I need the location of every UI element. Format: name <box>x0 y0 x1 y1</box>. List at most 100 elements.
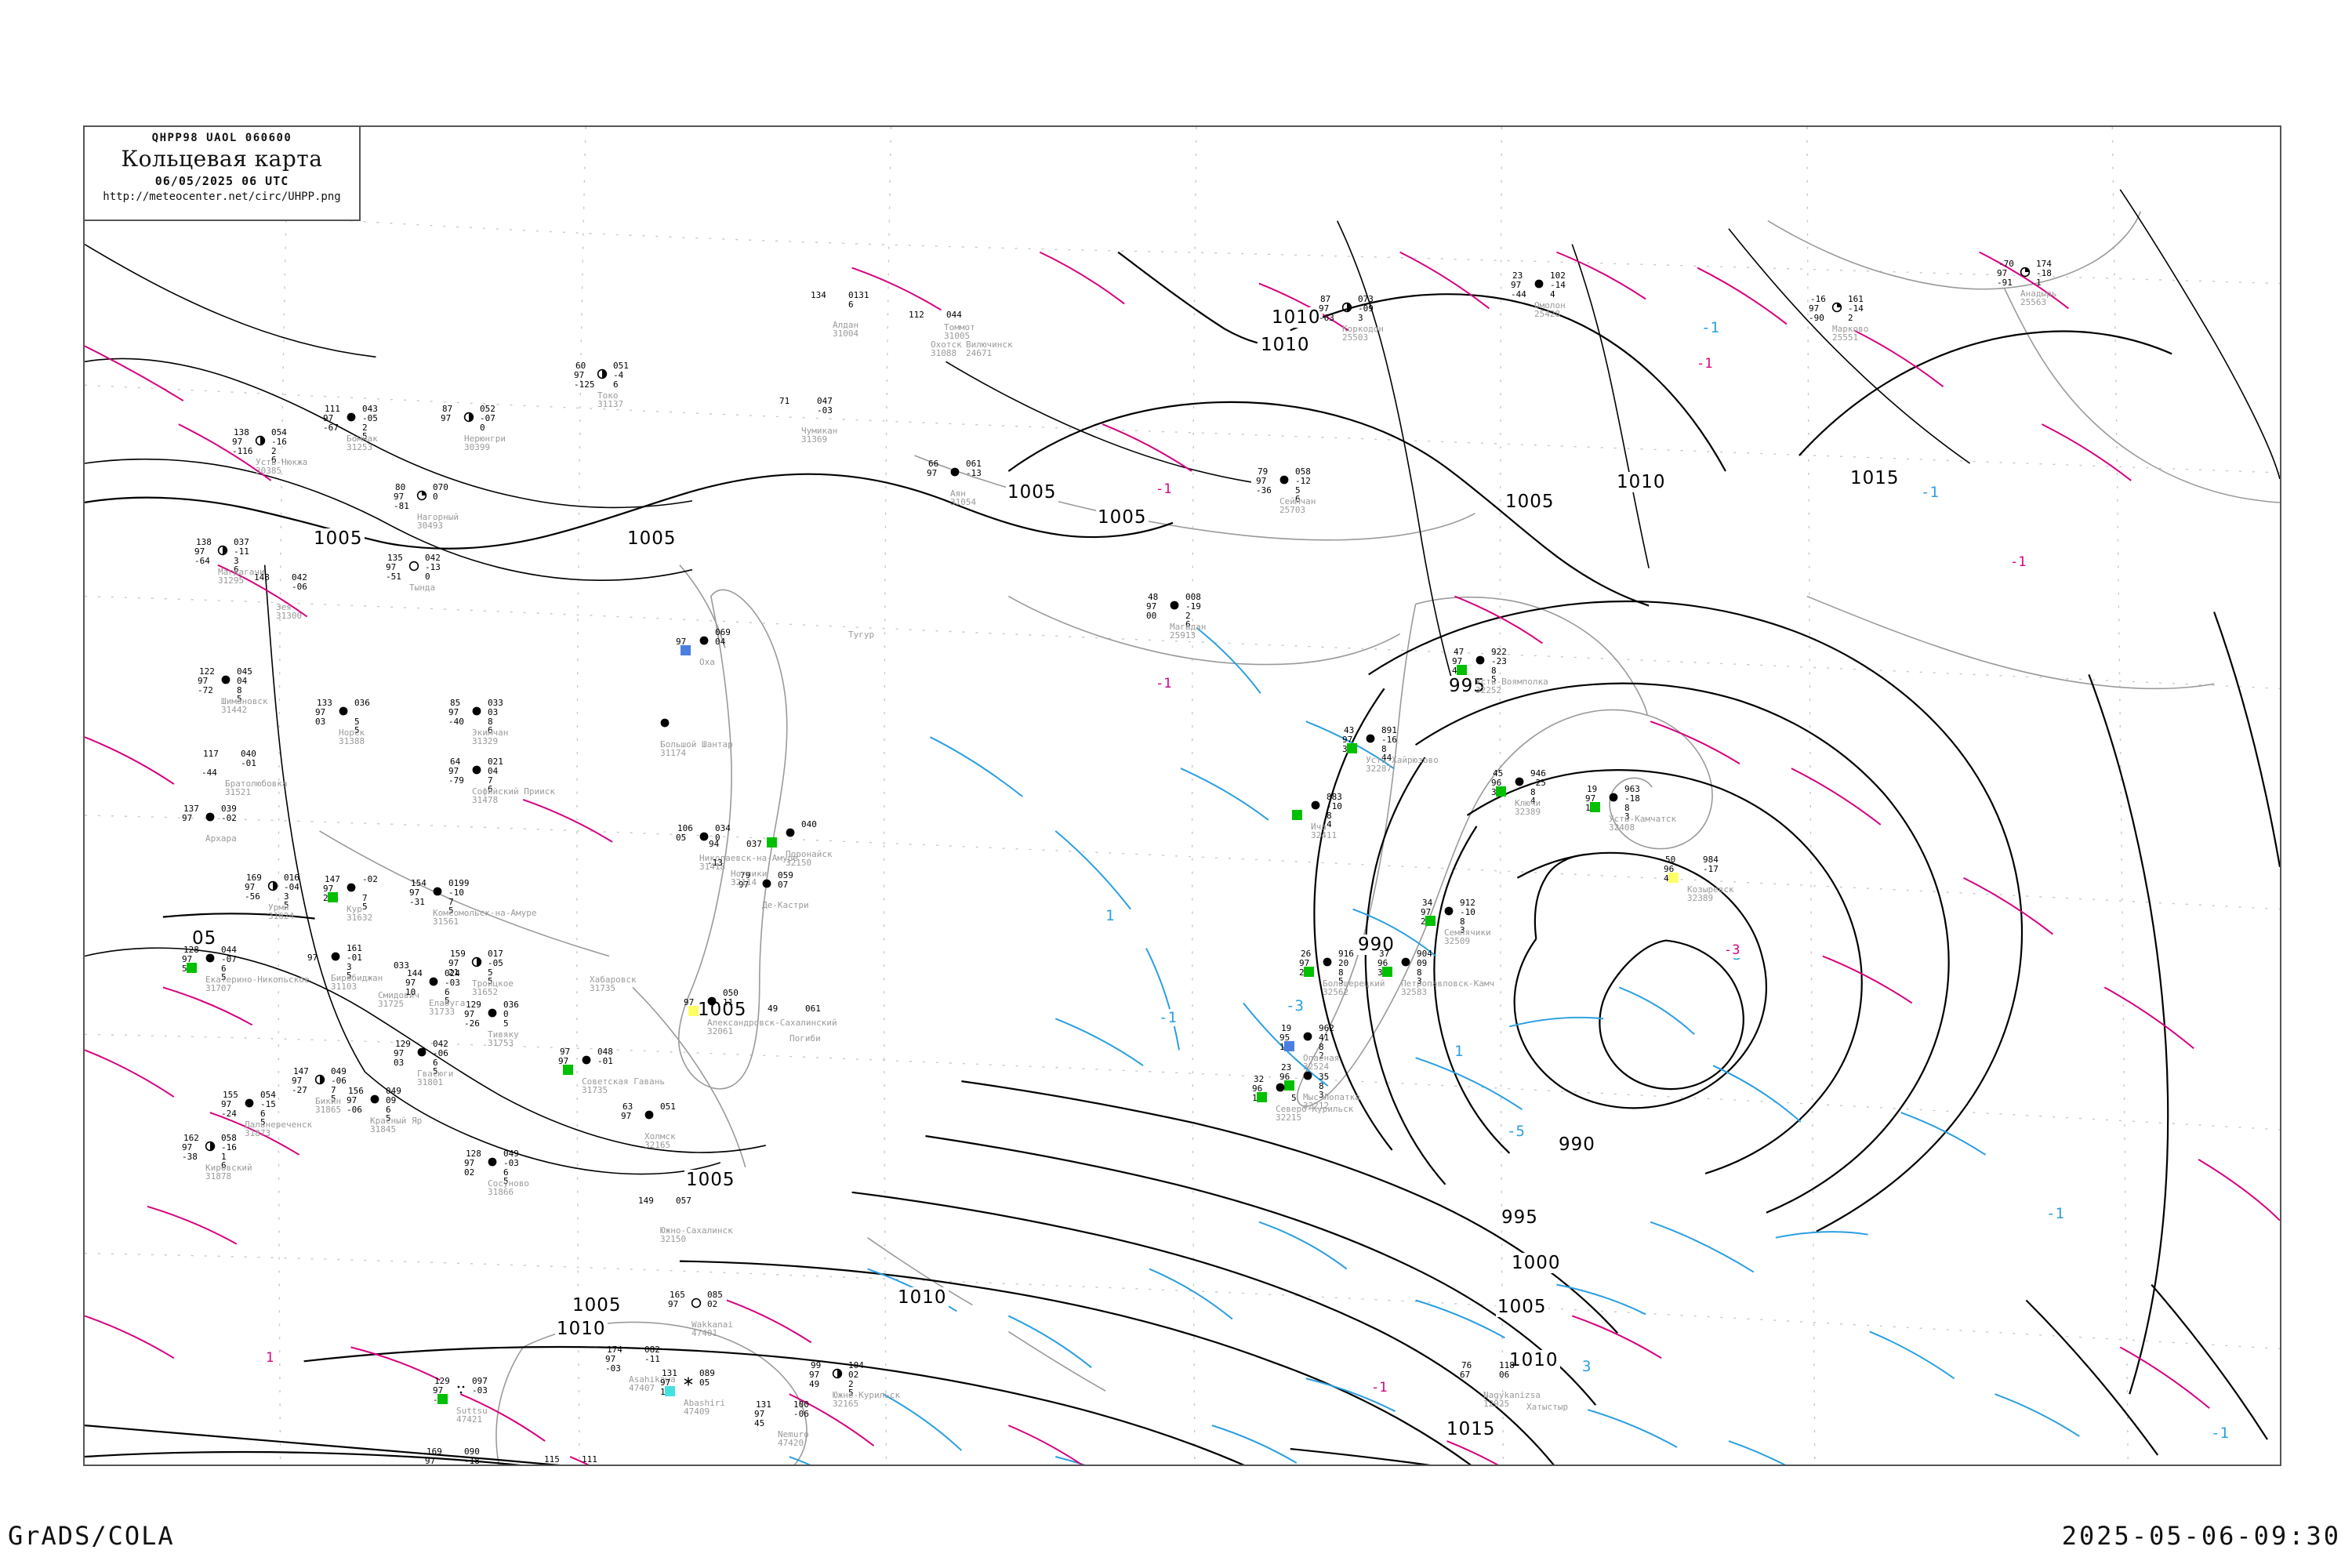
station-cloud-low: 1 <box>2036 278 2042 288</box>
station-weather-symbol <box>1365 733 1376 744</box>
station-id: 31845 <box>370 1124 397 1134</box>
station-name: Алдан <box>833 320 859 330</box>
station-temperature: 97 <box>621 1111 632 1121</box>
station-tendency: -10 <box>448 887 464 898</box>
station-pressure: 122 <box>199 666 215 677</box>
station-temperature: 97 <box>394 1048 405 1058</box>
station-pressure: 76 <box>1461 1360 1472 1370</box>
station-temperature: 97 <box>464 1009 475 1019</box>
isobar-label: 1010 <box>1259 335 1312 355</box>
station-tendency: -14 <box>1848 303 1864 314</box>
station-name: Ича <box>1311 822 1327 832</box>
station-id: 32114 <box>731 877 757 887</box>
footer-timestamp: 2025-05-06-09:30 <box>2061 1521 2341 1551</box>
station-tendency: -18 <box>464 1456 480 1466</box>
station-id: 31652 <box>472 987 499 997</box>
isotherm-label: 1 <box>265 1350 275 1366</box>
station-pressure-code: 082 <box>644 1345 660 1355</box>
station-temperature: 97 <box>927 468 938 478</box>
station-tendency: 20 <box>1338 958 1349 968</box>
station-pressure-code: 111 <box>582 1454 597 1465</box>
station-pressure-code: 042 <box>292 572 307 583</box>
station-dewpoint: 21 <box>448 967 459 978</box>
station-tendency: 09 <box>386 1095 397 1105</box>
station-tendency: -17 <box>1703 864 1719 874</box>
station-pressure-code: 037 <box>234 537 249 547</box>
station-id: 31442 <box>221 705 248 715</box>
station-pressure-code: 118 <box>1499 1360 1515 1370</box>
station-visibility: 3 <box>1460 925 1465 935</box>
title-datetime: 06/05/2025 06 UTC <box>154 174 289 188</box>
station-name: Советская Гавань <box>582 1076 665 1087</box>
station-pressure: 131 <box>662 1368 677 1378</box>
station-pressure-code: 089 <box>699 1368 715 1378</box>
station-id: 32509 <box>1444 936 1471 946</box>
station-id: 31632 <box>347 913 373 923</box>
station-cloud-square <box>563 1065 573 1075</box>
station-pressure-code: 054 <box>260 1090 276 1100</box>
station-weather-symbol <box>1400 956 1411 967</box>
station-visibility: 5 <box>386 1113 391 1123</box>
station-temperature: 97 <box>448 958 459 968</box>
station-temperature: 67 <box>1460 1370 1471 1380</box>
station-cloud-square <box>1457 665 1467 675</box>
station-cloud-low: 8 <box>1624 803 1630 813</box>
station-name: Экимчан <box>472 728 509 738</box>
station-name: Южно-Сахалинск <box>660 1225 733 1236</box>
station-visibility: 4 <box>1530 796 1536 806</box>
station-dewpoint: -44 <box>1511 289 1526 299</box>
station-name: Нерюнгри <box>464 434 506 444</box>
station-temperature: 97 <box>574 370 585 380</box>
station-tendency: -13 <box>966 468 982 478</box>
station-pressure: 63 <box>622 1102 633 1112</box>
station-id: 31624 <box>268 911 295 921</box>
station-dewpoint: -64 <box>194 556 210 566</box>
station-pressure: 128 <box>466 1149 481 1159</box>
title-url: http://meteocenter.net/circ/UHPP.png <box>103 191 341 203</box>
station-pressure-code: 052 <box>480 404 495 414</box>
station-pressure: 129 <box>395 1039 411 1049</box>
station-weather-symbol <box>659 717 670 728</box>
station-cloud-low: 2 <box>1848 313 1853 323</box>
station-temperature: 97 <box>441 413 452 423</box>
station-pressure: 66 <box>928 459 939 469</box>
station-cloud-low: 6 <box>445 987 450 997</box>
station-name: Бомнак <box>347 434 378 444</box>
station-pressure-code: 0199 <box>448 878 470 888</box>
station-temperature: 95 <box>1279 1033 1290 1043</box>
station-name: Погиби <box>789 1033 821 1044</box>
isobar-label: 1010 <box>1615 472 1668 492</box>
station-visibility: 6 <box>488 725 493 735</box>
station-visibility: 3 <box>1624 811 1630 822</box>
station-tendency: -06 <box>433 1048 448 1058</box>
station-pressure-code: 916 <box>1338 949 1354 959</box>
station-id: 25428 <box>1534 309 1561 319</box>
station-name: Бикин <box>315 1096 342 1106</box>
station-id: 31735 <box>590 983 616 993</box>
station-tendency: 04 <box>237 676 248 686</box>
station-pressure-code: 043 <box>362 404 378 414</box>
title-box: QHPP98 UAOL 060600 Кольцевая карта 06/05… <box>85 127 361 221</box>
station-tendency: -03 <box>817 405 833 416</box>
station-id: 31707 <box>205 983 232 993</box>
station-pressure: 34 <box>1422 898 1433 908</box>
station-pressure: 144 <box>407 968 423 978</box>
station-dewpoint: 03 <box>315 717 326 727</box>
station-pressure: 154 <box>411 878 426 888</box>
station-weather-symbol <box>471 706 482 717</box>
station-dewpoint: -44 <box>201 768 217 778</box>
station-name: Чумикан <box>801 426 838 436</box>
station-tendency: -01 <box>241 758 256 768</box>
station-pressure: 45 <box>1493 768 1504 779</box>
isotherm-label: -3 <box>1723 942 1741 958</box>
weather-map-canvas[interactable]: QHPP98 UAOL 060600 Кольцевая карта 06/05… <box>83 125 2281 1466</box>
station-pressure: -16 <box>1810 294 1826 304</box>
station-name: Семлячики <box>1444 927 1491 938</box>
station-visibility: 5 <box>362 902 368 912</box>
station-pressure-code: 059 <box>778 870 793 880</box>
station-visibility: 6 <box>221 1160 227 1171</box>
station-visibility: 5 <box>488 976 493 986</box>
station-pressure: 169 <box>426 1446 442 1457</box>
station-pressure-code: 946 <box>1530 768 1546 779</box>
station-name: Abashiri <box>684 1398 725 1408</box>
